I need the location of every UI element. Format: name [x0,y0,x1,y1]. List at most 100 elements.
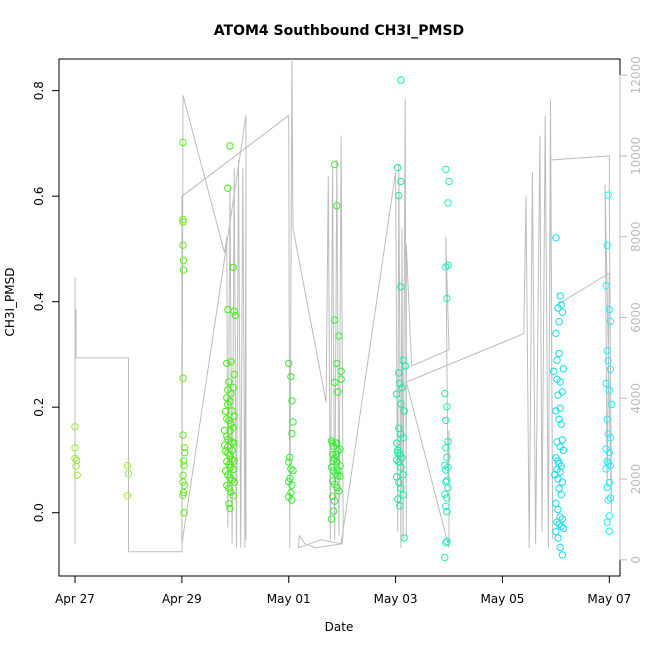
y2-tick-label: 0 [629,556,643,564]
data-point [223,415,231,423]
data-point [558,551,566,559]
data-point [286,474,294,483]
data-point [335,487,343,495]
data-point [224,435,232,444]
data-point [334,466,342,475]
data-point [333,483,341,492]
series-1 [179,138,189,517]
data-point [443,403,451,411]
data-point [228,446,236,455]
data-point [395,369,403,377]
data-point [179,374,187,382]
x-axis: Apr 27 Apr 29 May 01 May 03 May 05 May 07 [55,575,631,606]
data-point [444,437,452,446]
series-6 [550,234,568,559]
data-point [558,515,566,523]
data-point [328,492,337,500]
x-tick-label: May 01 [267,592,311,606]
data-point [73,471,81,479]
data-point [230,412,238,420]
data-point [123,492,132,500]
data-point [442,416,450,425]
data-point [72,456,81,465]
data-point [331,316,339,324]
data-point [556,404,564,412]
data-point [289,466,297,475]
data-point [394,448,402,457]
data-point [557,420,565,428]
data-point [605,305,613,314]
chart-title: ATOM4 Southbound CH3I_PMSD [214,23,464,39]
data-point [229,263,237,272]
data-point [393,439,401,447]
data-point [331,160,339,169]
data-point [285,458,293,466]
data-point [398,384,406,392]
data-point [328,439,337,447]
data-point [179,488,188,497]
data-point [396,502,404,510]
data-point [226,142,234,150]
data-point [180,448,189,457]
data-point [441,389,449,398]
series-3 [285,160,345,523]
data-point [397,400,405,408]
data-point [179,218,187,226]
points-layer [71,76,616,562]
data-point [556,513,564,521]
data-point [552,234,560,242]
data-point [555,349,563,358]
data-point [229,465,237,474]
data-point [179,215,187,224]
data-point [606,434,615,442]
data-point [604,496,612,504]
data-point [332,451,340,459]
series-5 [441,165,453,562]
data-point [72,462,80,470]
data-point [443,294,451,303]
data-point [401,362,409,370]
data-point [394,164,402,172]
series-0 [71,423,133,500]
data-point [603,483,611,492]
data-point [230,457,238,465]
data-point [179,266,188,274]
data-point [230,478,238,486]
data-point [220,441,229,449]
data-point [557,491,565,499]
data-point [444,484,452,492]
y2-tick-label: 2000 [629,464,643,495]
data-point [442,539,450,547]
data-point [553,356,561,364]
data-point [222,407,230,416]
data-point [124,470,133,478]
data-point [227,389,235,398]
y-tick-label: 0.2 [32,398,46,417]
data-point [445,177,453,186]
data-point [550,367,558,375]
data-point [443,494,451,502]
data-point [395,191,403,200]
data-point [555,318,563,326]
data-point [180,509,188,517]
data-point [224,184,232,193]
data-point [395,478,403,486]
data-point [331,497,339,505]
data-point [554,534,562,542]
data-point [554,475,562,483]
data-point [603,518,611,526]
data-point [441,490,449,498]
data-point [329,507,338,515]
data-point [225,484,233,493]
data-point [397,177,405,186]
data-point [393,390,401,398]
y2-tick-label: 10000 [629,137,643,175]
data-point [557,301,565,309]
series-2 [220,142,240,513]
data-point [554,505,562,514]
data-point [559,524,568,533]
data-point [227,420,235,428]
data-point [287,465,295,473]
x-tick-label: May 07 [587,592,631,606]
data-point [229,424,237,432]
